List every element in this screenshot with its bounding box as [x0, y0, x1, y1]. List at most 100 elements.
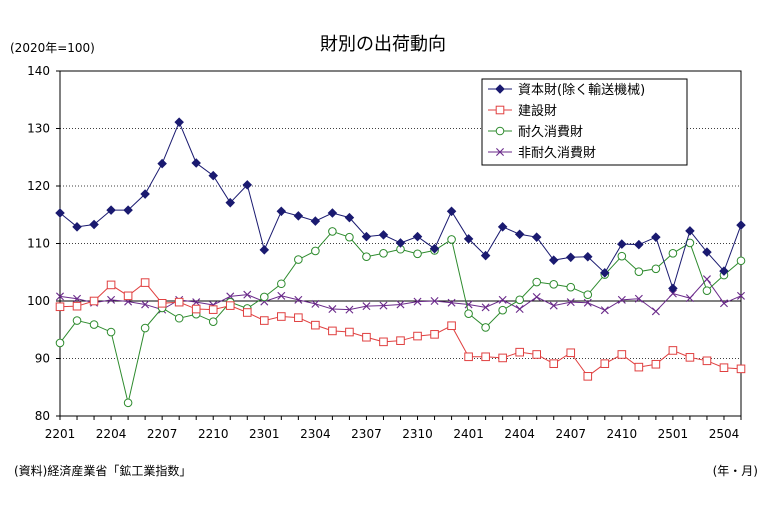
data-point — [191, 158, 201, 168]
data-point — [481, 352, 490, 362]
data-point — [277, 291, 286, 300]
data-point — [259, 245, 270, 255]
y-tick-label: 110 — [27, 237, 50, 251]
data-point — [719, 299, 728, 308]
data-point — [447, 235, 456, 244]
data-point — [395, 238, 406, 248]
data-point — [55, 208, 65, 218]
data-point — [481, 323, 490, 332]
x-tick-label: 2307 — [351, 427, 382, 441]
data-point — [480, 250, 491, 261]
data-point — [277, 279, 286, 289]
data-point — [89, 219, 99, 230]
y-tick-label: 80 — [35, 409, 50, 423]
data-point — [548, 255, 559, 265]
y-tick-label: 120 — [27, 179, 50, 193]
data-point — [328, 227, 337, 236]
data-point — [55, 338, 65, 348]
data-point — [651, 264, 661, 274]
data-point — [328, 305, 337, 314]
data-point — [565, 252, 576, 263]
data-point — [72, 222, 82, 232]
data-point — [157, 299, 167, 308]
data-point — [345, 305, 354, 314]
data-point — [123, 398, 133, 408]
data-point — [106, 280, 116, 290]
data-point — [736, 256, 746, 266]
data-point — [174, 117, 184, 127]
data-point — [123, 205, 133, 215]
data-point — [396, 336, 405, 345]
data-point — [651, 307, 660, 316]
data-point — [294, 295, 303, 304]
data-point — [157, 158, 167, 169]
data-point — [515, 305, 524, 314]
data-point — [464, 352, 473, 362]
data-point — [702, 275, 711, 284]
data-point — [174, 297, 184, 307]
data-point — [328, 326, 337, 336]
data-point — [89, 296, 99, 306]
data-point — [345, 327, 354, 337]
x-tick-label: 2504 — [709, 427, 740, 441]
x-tick-label: 2501 — [658, 427, 689, 441]
data-point — [668, 289, 677, 298]
data-point — [362, 302, 371, 311]
data-point — [294, 255, 303, 264]
data-point — [617, 350, 627, 359]
series-2 — [55, 227, 746, 408]
data-point — [106, 205, 116, 215]
y-axis-label: (2020年=100) — [10, 41, 95, 55]
data-point — [123, 291, 133, 301]
data-point — [463, 234, 474, 244]
data-point — [311, 246, 320, 256]
data-point — [498, 295, 507, 304]
data-point — [531, 232, 542, 242]
data-point — [225, 301, 235, 310]
data-point — [208, 170, 218, 181]
data-point — [634, 362, 644, 372]
data-point — [634, 267, 644, 276]
data-point — [208, 317, 218, 327]
data-point — [72, 316, 82, 325]
legend-label: 耐久消費財 — [518, 125, 583, 140]
data-point — [311, 320, 320, 330]
data-point — [89, 320, 99, 329]
data-point — [600, 359, 610, 368]
data-point — [311, 299, 320, 308]
x-tick-label: 2204 — [96, 427, 127, 441]
data-point — [515, 295, 524, 305]
data-point — [481, 303, 490, 312]
legend-entry: 資本財(除く輸送機械) — [488, 83, 645, 98]
data-point — [277, 312, 286, 321]
data-point — [447, 298, 456, 307]
data-point — [514, 229, 525, 240]
data-point — [362, 252, 371, 262]
data-point — [242, 180, 253, 190]
data-point — [327, 208, 338, 218]
data-point — [685, 353, 695, 362]
data-point — [719, 266, 729, 276]
data-point — [668, 248, 678, 258]
data-point — [141, 300, 150, 309]
legend-entry: 建設財 — [488, 103, 557, 119]
data-point — [106, 327, 116, 337]
data-point — [412, 231, 423, 242]
legend-marker — [495, 84, 505, 94]
data-point — [668, 346, 678, 355]
data-point — [56, 292, 64, 301]
data-point — [191, 304, 201, 314]
series-1 — [55, 278, 746, 381]
data-point — [430, 330, 439, 339]
x-tick-label: 2310 — [402, 427, 433, 441]
legend-label: 建設財 — [518, 103, 557, 119]
x-tick-label: 2304 — [300, 427, 331, 441]
y-tick-label: 130 — [27, 122, 50, 136]
data-point — [378, 230, 389, 240]
data-point — [617, 295, 626, 304]
legend-marker — [495, 105, 505, 115]
data-point — [72, 301, 82, 311]
x-tick-label: 2407 — [555, 427, 586, 441]
